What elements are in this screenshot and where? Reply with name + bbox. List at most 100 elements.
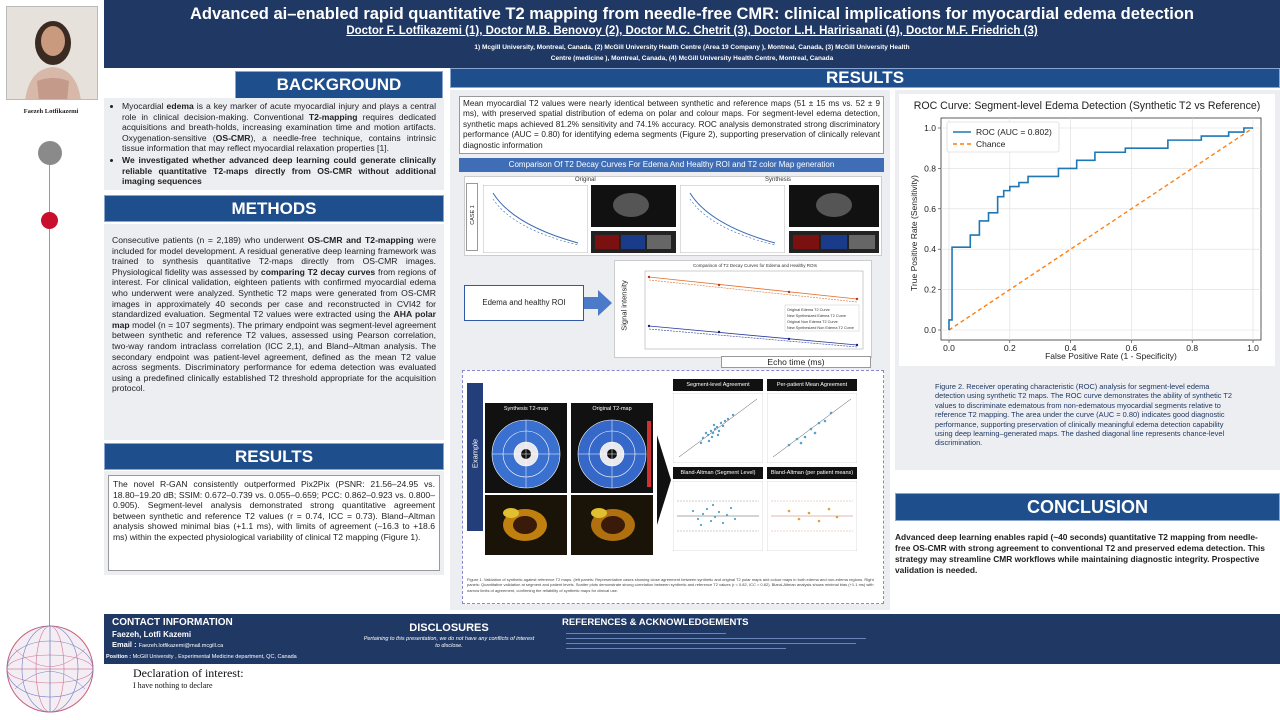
roc-panel: ROC Curve: Segment-level Edema Detection…	[895, 90, 1280, 470]
poster-authors: Doctor F. Lotfikazemi (1), Doctor M.B. B…	[346, 25, 1038, 37]
roi-label: Edema and healthy ROI	[482, 298, 566, 307]
synth-polar-map	[485, 415, 567, 493]
roc-x-tick-label: 0.6	[1125, 343, 1137, 353]
conclusion-heading: CONCLUSION	[895, 493, 1280, 521]
roi-box: Edema and healthy ROI	[464, 285, 584, 321]
decay-ylabel: Signal intensity	[619, 280, 629, 331]
declaration-title: Declaration of interest:	[133, 666, 244, 680]
decay-plot	[644, 270, 864, 350]
ba-seg-plot	[673, 481, 763, 551]
decay-chart: Signal intensity Comparison of T2 Decay …	[614, 260, 872, 358]
roc-chart-area: ROC Curve: Segment-level Edema Detection…	[899, 94, 1275, 366]
presenter-photo	[6, 6, 98, 100]
roc-xlabel: False Positive Rate (1 - Specificity)	[1045, 351, 1177, 361]
background-panel: Myocardial edema is a key marker of acut…	[104, 98, 444, 190]
disclosures-text: Pertaining to this presentation, we do n…	[363, 636, 535, 649]
roc-x-tick-label: 0.8	[1186, 343, 1198, 353]
original-decay-thumb	[483, 185, 588, 253]
decay-legend-item: New Synthesized Edema T2 Curve	[787, 314, 847, 318]
methods-text: Consecutive patients (n = 2,189) who und…	[112, 235, 437, 394]
timeline-dot-red	[41, 212, 58, 229]
results-main-heading: RESULTS	[450, 68, 1280, 88]
roc-x-tick-label: 1.0	[1247, 343, 1259, 353]
decay-legend: Original Edema T2 Curve New Synthesized …	[787, 307, 859, 331]
seg-scatter-plot	[673, 393, 763, 463]
roc-legend-label: ROC (AUC = 0.802)	[976, 127, 1052, 137]
example-label-box: Example	[467, 383, 483, 531]
roc-chance-line	[948, 127, 1254, 331]
roc-y-tick-label: 0.2	[924, 285, 936, 295]
roc-legend-box	[946, 121, 1060, 153]
orig-polar-map	[571, 415, 653, 493]
synthesis-mri-thumbs	[789, 185, 879, 253]
conclusion-text: Advanced deep learning enables rapid (~4…	[895, 532, 1265, 575]
contact-email-row: Email : Faezeh.lotfikazemi@mail.mcgill.c…	[112, 640, 224, 649]
declaration-text: I have nothing to declare	[133, 681, 213, 690]
decay-legend-item: New Synthesized Non Edema T2 Curve	[787, 326, 855, 330]
results-left-panel: The novel R-GAN consistently outperforme…	[104, 471, 444, 575]
background-bullet-1: Myocardial edema is a key marker of acut…	[122, 101, 436, 154]
ba-seg-label: Bland-Altman (Segment Level)	[673, 467, 763, 479]
presenter-name: Faezeh Lotfikazemi	[23, 108, 79, 115]
roc-x-tick-label: 0.0	[943, 343, 955, 353]
original-label: Original	[575, 177, 596, 183]
synthesis-decay-thumb	[680, 185, 785, 253]
figure-arrow	[657, 435, 671, 525]
contact-title: CONTACT INFORMATION	[112, 617, 233, 628]
orig-map-label: Original T2-map	[571, 403, 653, 415]
background-bullet-2: We investigated whether advanced deep le…	[122, 155, 436, 187]
roc-y-tick-label: 0.0	[924, 325, 936, 335]
contact-email[interactable]: Faezeh.lotfikazemi@mail.mcgill.ca	[138, 643, 224, 649]
decay-title: Comparison of T2 Decay Curves for Edema …	[693, 263, 817, 268]
synth-map-label: Synthesis T2-map	[485, 403, 567, 415]
roc-x-tick-label: 0.4	[1065, 343, 1077, 353]
background-heading: BACKGROUND	[235, 71, 443, 99]
figure-1-panel: Example Synthesis T2-map Original T2-map	[462, 370, 884, 604]
roc-curve-line	[948, 127, 1253, 330]
figure-1-caption: Figure 1. Validation of synthetic agains…	[467, 577, 874, 593]
original-mri-thumbs	[591, 185, 676, 253]
results-summary-text: Mean myocardial T2 values were nearly id…	[463, 99, 880, 150]
contact-position-row: Position : McGill University , Experimen…	[106, 654, 297, 660]
refs-title: REFERENCES & ACKNOWLEDGEMENTS	[562, 617, 749, 628]
pat-scatter-plot	[767, 393, 857, 463]
roc-y-tick-label: 0.6	[924, 204, 936, 214]
ba-pat-label: Bland-Altman (per patient means)	[767, 467, 857, 479]
roc-y-tick-label: 0.8	[924, 163, 936, 173]
roc-ylabel: True Positive Rate (Sensitivity)	[909, 175, 919, 291]
poster-affiliations-2: Centre (medicine ), Montreal, Canada, (4…	[550, 55, 834, 62]
methods-heading: METHODS	[104, 195, 444, 222]
roi-arrow	[584, 290, 612, 316]
synthesis-label: Synthesis	[765, 177, 792, 183]
results-main-panel: Mean myocardial T2 values were nearly id…	[450, 90, 890, 610]
disclosures-title: DISCLOSURES	[409, 622, 489, 634]
poster-title: Advanced ai–enabled rapid quantitative T…	[190, 5, 1194, 23]
figure-banner: Comparison Of T2 Decay Curves For Edema …	[459, 158, 884, 172]
results-left-heading: RESULTS	[104, 443, 444, 470]
results-left-text: The novel R-GAN consistently outperforme…	[108, 475, 440, 571]
footer-bar: CONTACT INFORMATION Faezeh, Lotfi Kazemi…	[104, 614, 1280, 664]
decay-legend-item: Original Non Edema T2 Curve	[787, 320, 838, 324]
contact-name: Faezeh, Lotfi Kazemi	[112, 630, 192, 639]
ba-pat-plot	[767, 481, 857, 551]
seg-agree-label: Segment-level Agreement	[673, 379, 763, 391]
roc-title: ROC Curve: Segment-level Edema Detection…	[913, 100, 1261, 112]
synth-color-map	[485, 495, 567, 555]
roc-legend-label: Chance	[976, 139, 1006, 149]
decay-xlabel: Echo time (ms)	[721, 356, 871, 368]
timeline-line	[49, 150, 50, 630]
roc-y-tick-label: 0.4	[924, 244, 936, 254]
refs-lines	[566, 630, 886, 660]
timeline-dot-gray	[38, 141, 62, 165]
globe-graphic	[5, 624, 95, 714]
poster-affiliations-1: 1) Mcgill University, Montreal, Canada, …	[474, 44, 910, 51]
methods-panel: Consecutive patients (n = 2,189) who und…	[104, 224, 444, 440]
results-summary-box: Mean myocardial T2 values were nearly id…	[459, 96, 884, 154]
case-label: CASE 1	[466, 183, 478, 251]
roc-y-tick-label: 1.0	[924, 123, 936, 133]
orig-color-map	[571, 495, 653, 555]
presenter-sidebar: Faezeh Lotfikazemi	[0, 0, 102, 720]
roc-caption: Figure 2. Receiver operating characteris…	[935, 382, 1233, 448]
poster-header: Advanced ai–enabled rapid quantitative T…	[104, 0, 1280, 68]
decay-legend-item: Original Edema T2 Curve	[787, 308, 830, 312]
